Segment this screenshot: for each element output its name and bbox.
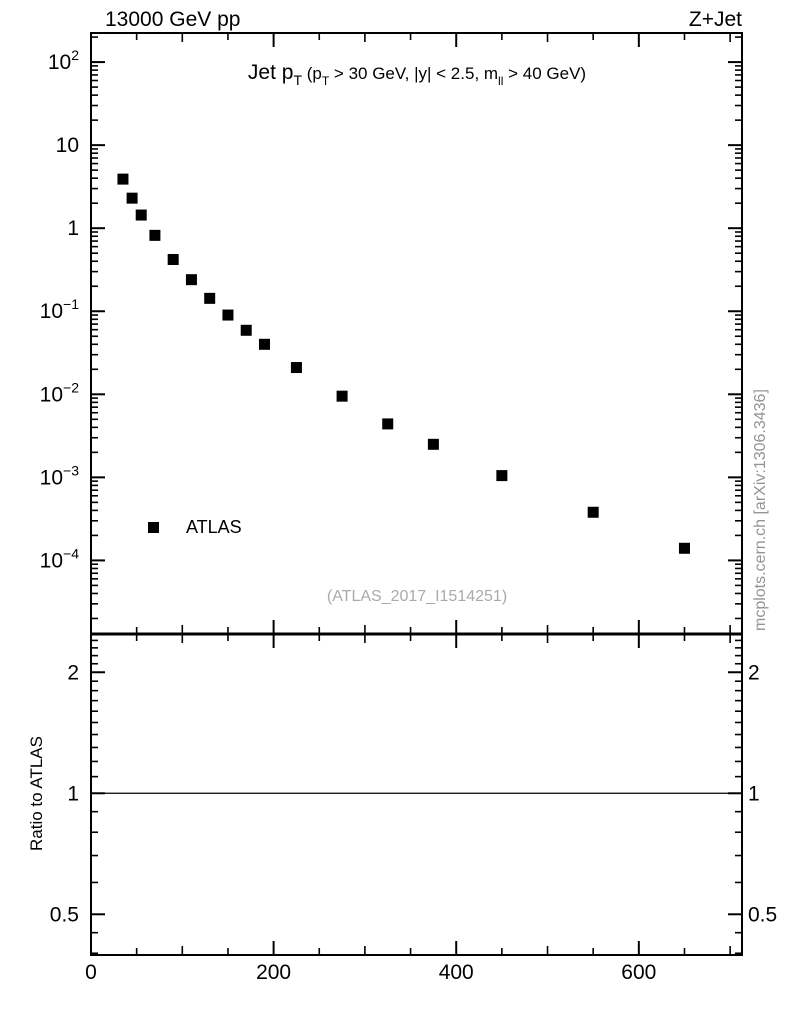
- data-point-marker: [678, 542, 690, 554]
- x-tick-label: 600: [621, 961, 656, 984]
- ratio-plot-frame: [90, 633, 743, 956]
- main-plot-frame: [90, 32, 743, 635]
- ratio-axis-title: Ratio to ATLAS: [27, 736, 46, 851]
- process-label: Z+Jet: [688, 8, 742, 31]
- data-point-marker: [496, 470, 508, 482]
- y-tick-label: 102: [48, 47, 79, 74]
- ratio-y-tick-label-left: 2: [67, 661, 79, 684]
- plot-title-segment: Jet p: [247, 61, 294, 84]
- plot-title-segment: > 30 GeV, |y| < 2.5, m: [329, 64, 499, 83]
- y-tick-label: 10: [56, 134, 79, 157]
- data-point-marker: [167, 253, 179, 265]
- data-point-marker: [336, 390, 348, 402]
- y-tick-label: 10−3: [40, 462, 80, 489]
- data-point-marker: [126, 192, 138, 204]
- ratio-y-tick-label-left: 0.5: [50, 903, 79, 926]
- x-tick-label: 0: [85, 961, 97, 984]
- mcplots-attribution-label: mcplots.cern.ch [arXiv:1306.3436]: [752, 389, 769, 631]
- plot-title-segment: (p: [302, 64, 322, 83]
- data-point-marker: [135, 209, 147, 221]
- y-tick-label: 10−4: [40, 545, 80, 572]
- data-point-marker: [117, 173, 129, 185]
- analysis-id-watermark: (ATLAS_2017_I1514251): [326, 588, 508, 605]
- data-point-marker: [382, 418, 394, 430]
- data-point-marker: [222, 309, 234, 321]
- ratio-y-tick-label-right: 2: [748, 661, 760, 684]
- data-point-marker: [427, 438, 439, 450]
- plot-title-segment: T: [321, 74, 330, 88]
- legend-label: ATLAS: [186, 517, 242, 537]
- ratio-y-tick-label-right: 1: [748, 782, 760, 805]
- data-point-marker: [240, 324, 252, 336]
- beam-energy-label: 13000 GeV pp: [105, 8, 241, 31]
- y-tick-label: 10−1: [40, 296, 80, 323]
- ratio-y-tick-label-left: 1: [67, 782, 79, 805]
- legend-filled-square-icon: [148, 522, 159, 533]
- plot-title-segment: ll: [498, 74, 504, 88]
- data-point-marker: [587, 506, 599, 518]
- data-point-marker: [290, 362, 302, 374]
- y-tick-label: 10−2: [40, 379, 80, 406]
- data-point-marker: [258, 338, 270, 350]
- data-point-marker: [185, 274, 197, 286]
- plot-title: Jet pT (pT > 30 GeV, |y| < 2.5, mll > 40…: [248, 61, 586, 88]
- plot-title-segment: > 40 GeV): [503, 64, 587, 83]
- data-point-marker: [149, 229, 161, 241]
- x-tick-label: 200: [256, 961, 291, 984]
- plot-title-segment: T: [293, 72, 303, 88]
- ratio-y-tick-label-right: 0.5: [748, 903, 777, 926]
- data-point-marker: [204, 292, 216, 304]
- x-tick-label: 400: [439, 961, 474, 984]
- y-tick-label: 1: [67, 217, 79, 240]
